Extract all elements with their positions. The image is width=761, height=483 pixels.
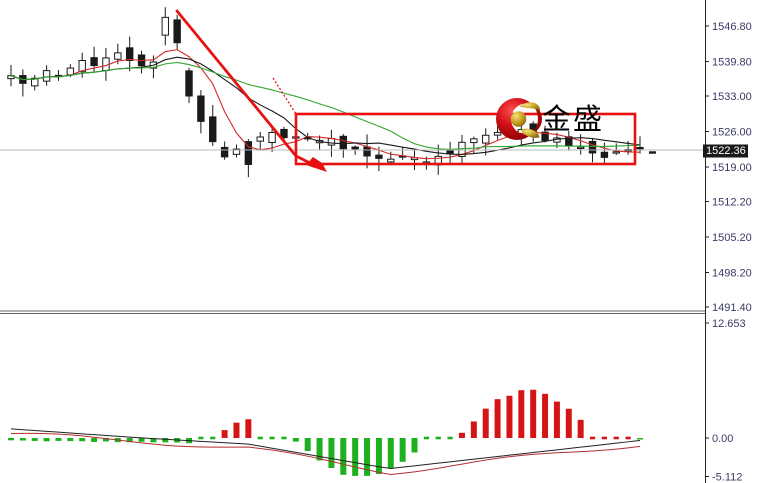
svg-text:1498.20: 1498.20	[712, 268, 752, 280]
svg-text:1522.36: 1522.36	[706, 145, 746, 157]
svg-text:1533.00: 1533.00	[712, 91, 752, 103]
svg-text:1546.80: 1546.80	[712, 21, 752, 33]
svg-text:1539.80: 1539.80	[712, 57, 752, 69]
svg-text:0.00: 0.00	[712, 433, 733, 445]
svg-text:金盛: 金盛	[542, 103, 604, 136]
svg-text:1512.20: 1512.20	[712, 197, 752, 209]
svg-text:1505.20: 1505.20	[712, 232, 752, 244]
svg-text:12.653: 12.653	[712, 318, 746, 330]
svg-text:1519.00: 1519.00	[712, 162, 752, 174]
svg-text:1526.00: 1526.00	[712, 127, 752, 139]
svg-text:1491.40: 1491.40	[712, 302, 752, 314]
svg-text:-5.112: -5.112	[712, 472, 742, 483]
